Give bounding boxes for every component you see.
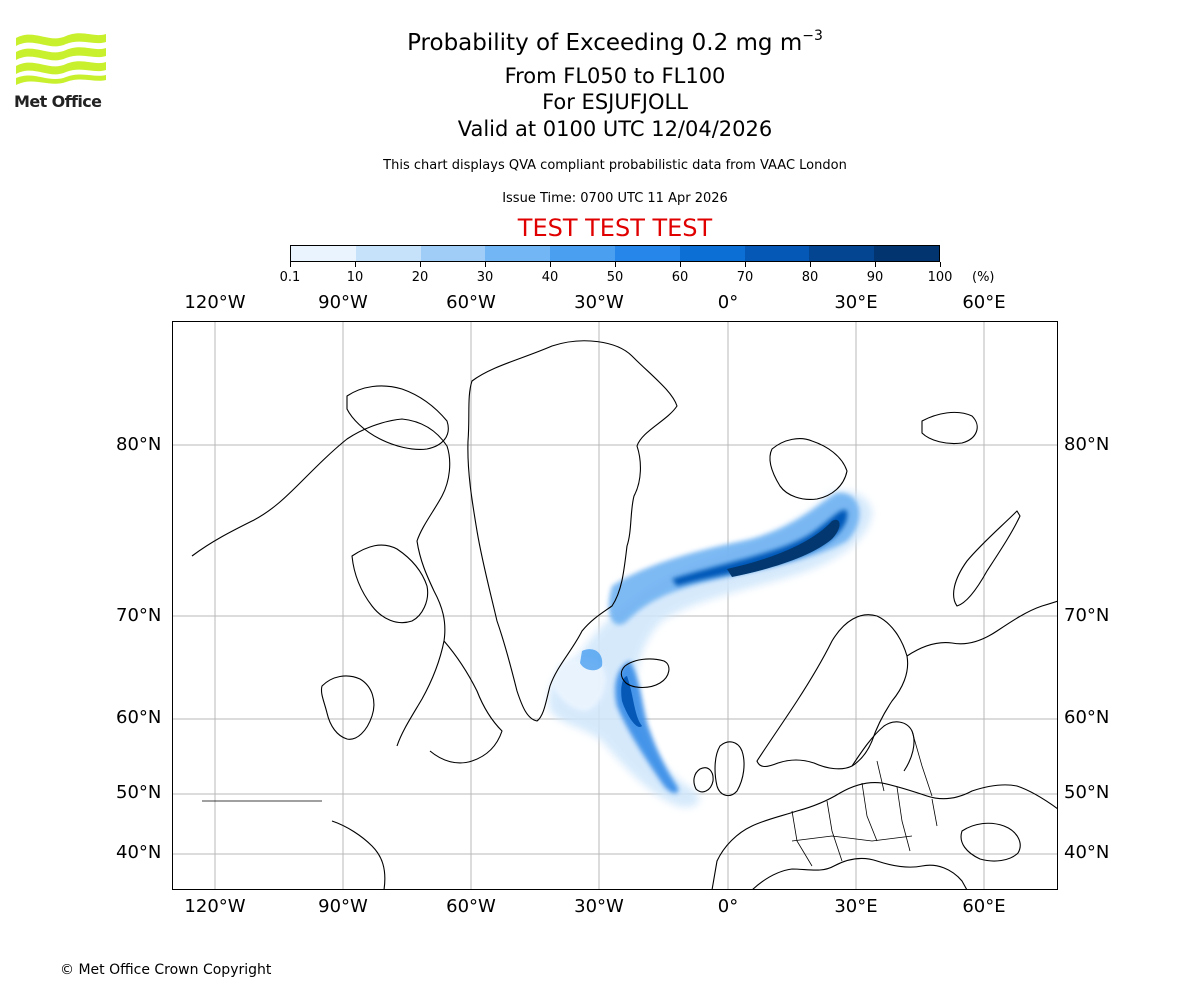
- colorbar-segment: [291, 246, 356, 261]
- lon-label-top: 0°: [717, 292, 739, 313]
- lon-label-top: 30°W: [574, 292, 624, 313]
- lat-label-left: 50°N: [116, 782, 162, 803]
- labrador-coast: [429, 640, 503, 764]
- lat-label-left: 80°N: [116, 434, 162, 455]
- lon-label-bottom: 0°: [717, 896, 739, 917]
- lon-label-bottom: 60°E: [962, 896, 1006, 917]
- colorbar-segment: [614, 246, 680, 261]
- lon-label-bottom: 30°W: [574, 896, 624, 917]
- russia-arctic-coast: [906, 600, 1058, 657]
- qva-note: This chart displays QVA compliant probab…: [383, 158, 847, 173]
- lat-label-left: 60°N: [116, 707, 162, 728]
- colorbar-tick: [614, 262, 616, 267]
- chart-title: Probability of Exceeding 0.2 mg m−3: [0, 28, 1200, 56]
- test-banner: TEST TEST TEST: [517, 214, 713, 242]
- probability-colorbar: [290, 245, 940, 262]
- baffin-coast: [351, 544, 429, 624]
- colorbar-segment: [744, 246, 810, 261]
- colorbar-tick: [354, 262, 356, 267]
- issue-time: Issue Time: 0700 UTC 11 Apr 2026: [502, 191, 728, 206]
- colorbar-segment: [874, 246, 939, 261]
- colorbar-tick: [484, 262, 486, 267]
- met-office-wave-icon: [16, 33, 106, 85]
- lat-label-right: 40°N: [1064, 842, 1110, 863]
- ash-plume: [548, 491, 872, 808]
- lon-label-bottom: 60°W: [446, 896, 496, 917]
- colorbar-tick: [809, 262, 811, 267]
- colorbar-tick-label: 10: [346, 270, 364, 285]
- colorbar-tick: [289, 262, 291, 267]
- canada-arctic-coast: [191, 418, 451, 747]
- europe-mainland-coast: [711, 782, 1058, 890]
- lat-label-left: 40°N: [116, 842, 162, 863]
- lon-label-top: 90°W: [318, 292, 368, 313]
- chart-title-text: Probability of Exceeding 0.2 mg m: [407, 30, 803, 56]
- colorbar-tick-label: 30: [476, 270, 494, 285]
- colorbar-tick-label: 100: [927, 270, 953, 285]
- lat-label-right: 60°N: [1064, 707, 1110, 728]
- lon-label-top: 60°E: [962, 292, 1006, 313]
- lat-label-left: 70°N: [116, 605, 162, 626]
- uk-ireland-coast: [693, 741, 745, 797]
- lon-label-bottom: 30°E: [834, 896, 878, 917]
- colorbar-tick-label: 60: [671, 270, 689, 285]
- colorbar-tick: [419, 262, 421, 267]
- franz-josef-coast: [921, 411, 978, 445]
- colorbar-segment: [355, 246, 421, 261]
- lon-label-bottom: 90°W: [318, 896, 368, 917]
- colorbar-unit: (%): [972, 270, 995, 285]
- colorbar-tick-label: 80: [801, 270, 819, 285]
- lon-label-bottom: 120°W: [184, 896, 246, 917]
- lon-label-top: 60°W: [446, 292, 496, 313]
- volcano-name: For ESJUFJOLL: [542, 90, 688, 114]
- graticule: [172, 321, 1058, 890]
- colorbar-tick-label: 70: [736, 270, 754, 285]
- baltic-coast: [851, 721, 915, 772]
- novaya-zemlya-coast: [953, 510, 1021, 607]
- lat-label-right: 70°N: [1064, 605, 1110, 626]
- greenland-coast: [467, 340, 678, 722]
- colorbar-tick-label: 0.1: [279, 270, 301, 285]
- iceland-coast: [620, 658, 670, 689]
- scandinavia-coast: [756, 614, 909, 770]
- colorbar-tick-label: 90: [866, 270, 884, 285]
- chart-title-exponent: −3: [802, 28, 823, 44]
- colorbar-tick: [874, 262, 876, 267]
- colorbar-tick-label: 50: [606, 270, 624, 285]
- black-sea-coast: [960, 822, 1021, 862]
- country-borders: [202, 730, 938, 867]
- colorbar-segment: [420, 246, 486, 261]
- colorbar-segment: [809, 246, 875, 261]
- colorbar-segment: [485, 246, 551, 261]
- lat-label-right: 80°N: [1064, 434, 1110, 455]
- valid-time: Valid at 0100 UTC 12/04/2026: [457, 117, 773, 141]
- flight-level-range: From FL050 to FL100: [504, 64, 726, 88]
- colorbar-tick: [679, 262, 681, 267]
- logo-text: Met Office: [14, 92, 102, 111]
- colorbar-tick-label: 20: [411, 270, 429, 285]
- map-frame: [172, 321, 1058, 890]
- hudson-bay-coast: [320, 675, 375, 740]
- mediterranean-coast: [751, 857, 968, 890]
- svalbard-coast: [769, 438, 848, 500]
- ellesmere-coast: [346, 385, 449, 450]
- colorbar-tick: [549, 262, 551, 267]
- lon-label-top: 120°W: [184, 292, 246, 313]
- us-east-coast: [331, 820, 386, 890]
- european-borders: [791, 730, 938, 867]
- colorbar-tick: [744, 262, 746, 267]
- lat-label-right: 50°N: [1064, 782, 1110, 803]
- ash-probability-map: [172, 321, 1058, 890]
- copyright-notice: © Met Office Crown Copyright: [60, 962, 272, 978]
- met-office-logo: Met Office: [14, 30, 109, 115]
- colorbar-tick-label: 40: [541, 270, 559, 285]
- lon-label-top: 30°E: [834, 292, 878, 313]
- coastlines: [191, 340, 1058, 890]
- colorbar-segment: [550, 246, 615, 261]
- colorbar-tick: [939, 262, 941, 267]
- colorbar-segment: [679, 246, 745, 261]
